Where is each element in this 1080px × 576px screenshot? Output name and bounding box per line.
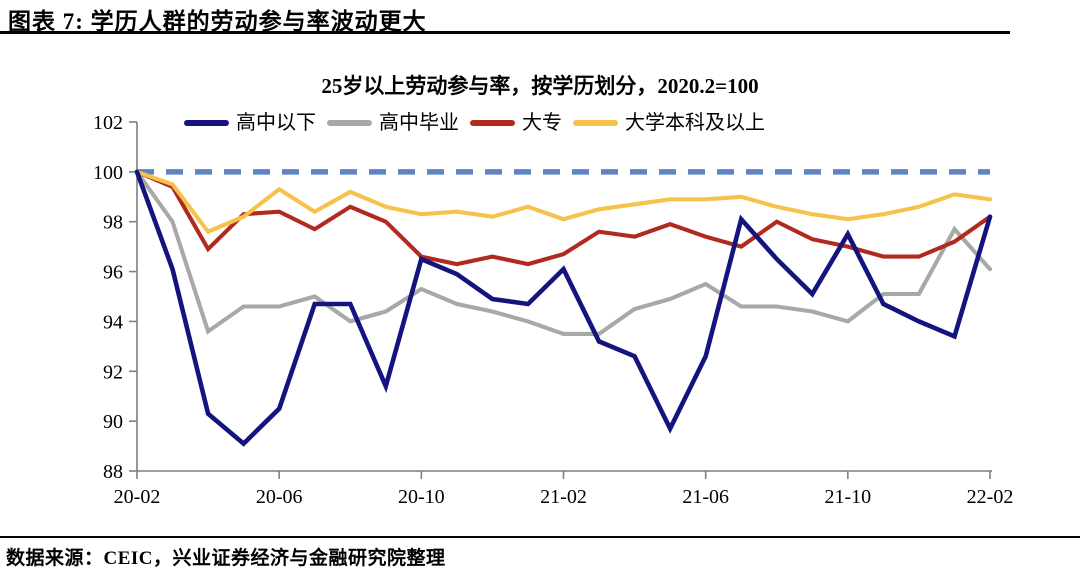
legend-label: 高中毕业 [379, 112, 459, 134]
x-tick-label: 20-10 [398, 486, 445, 508]
x-tick-label: 21-10 [824, 486, 871, 508]
legend-label: 大专 [522, 112, 562, 134]
y-tick-label: 88 [103, 461, 123, 483]
legend-swatch-gray-icon [327, 120, 372, 126]
series-line-2 [134, 169, 993, 267]
legend-label: 大学本科及以上 [625, 112, 765, 134]
y-tick-label: 102 [93, 112, 123, 134]
y-tick-label: 92 [103, 361, 123, 383]
chart-title: 25岁以上劳动参与率，按学历划分，2020.2=100 [321, 74, 759, 98]
legend-swatch-yellow-icon [573, 120, 618, 126]
figure-header: 图表 7: 学历人群的劳动参与率波动更大 [8, 2, 427, 36]
series-line-1 [134, 169, 993, 336]
x-tick-label: 20-06 [256, 486, 303, 508]
figure-title: 图表 7: 学历人群的劳动参与率波动更大 [8, 9, 427, 34]
data-source: 数据来源：CEIC，兴业证券经济与金融研究院整理 [6, 548, 446, 569]
legend-item-associate-degree: 大专 [470, 112, 562, 134]
x-tick-label: 22-02 [967, 486, 1014, 508]
x-tick-label: 21-06 [682, 486, 729, 508]
x-tick-label: 21-02 [540, 486, 587, 508]
legend-swatch-red-icon [470, 120, 515, 126]
figure-footer: 数据来源：CEIC，兴业证券经济与金融研究院整理 [6, 543, 446, 570]
legend-label: 高中以下 [236, 112, 316, 134]
y-tick-label: 94 [103, 311, 123, 333]
series-line-3 [134, 169, 993, 235]
legend-item-high-school-grad: 高中毕业 [327, 112, 459, 134]
x-tick-label: 20-02 [114, 486, 161, 508]
legend-item-bachelor-and-above: 大学本科及以上 [573, 112, 765, 134]
footer-divider [0, 536, 1080, 538]
legend-swatch-navy-icon [184, 120, 229, 126]
header-divider [0, 31, 1010, 34]
y-tick-label: 100 [93, 162, 123, 184]
y-tick-label: 98 [103, 212, 123, 234]
chart-legend: 高中以下 高中毕业 大专 大学本科及以上 [184, 112, 765, 134]
y-tick-label: 96 [103, 262, 123, 284]
y-tick-label: 90 [103, 411, 123, 433]
series-line-0 [134, 169, 993, 447]
legend-item-below-high-school: 高中以下 [184, 112, 316, 134]
